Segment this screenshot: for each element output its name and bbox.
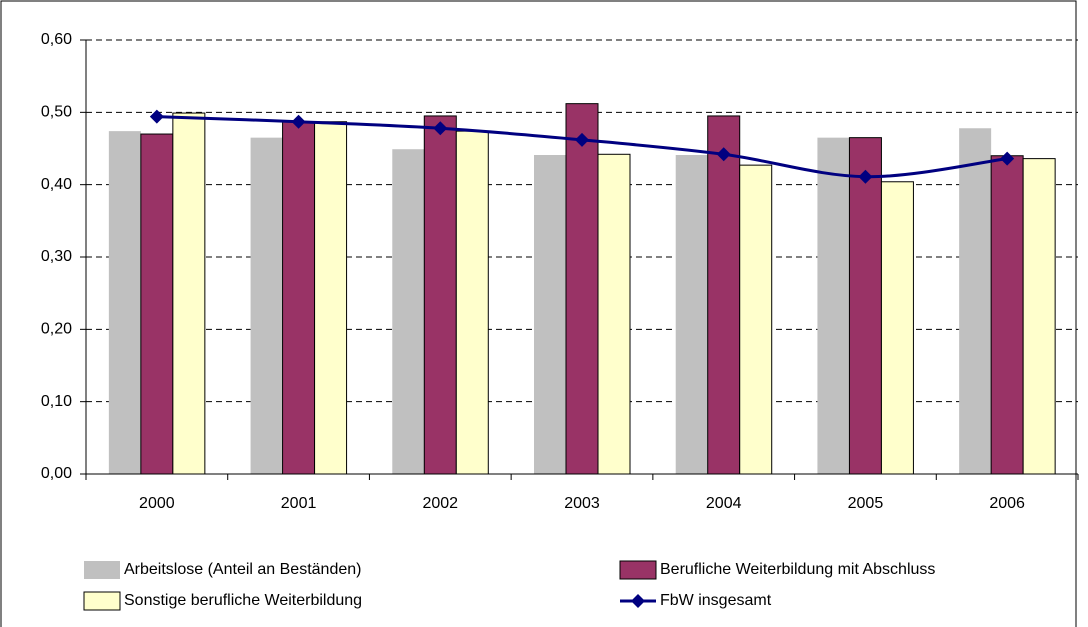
legend-label: Arbeitslose (Anteil an Beständen) [124, 561, 361, 578]
legend-label: FbW insgesamt [660, 592, 772, 609]
line-marker [433, 121, 448, 136]
bar [108, 131, 141, 474]
x-tick-label: 2006 [989, 495, 1025, 512]
x-tick-label: 2004 [706, 495, 742, 512]
y-tick-label: 0,40 [41, 176, 72, 193]
bar [172, 112, 206, 475]
legend-label: Sonstige berufliche Weiterbildung [124, 592, 362, 609]
bar [455, 130, 489, 475]
legend-swatch [83, 591, 121, 611]
line-marker [858, 169, 873, 184]
bar [282, 121, 316, 475]
bar [597, 153, 631, 475]
bar [423, 115, 457, 475]
bar [848, 137, 882, 475]
line-marker [149, 109, 164, 124]
x-tick-label: 2000 [139, 495, 175, 512]
legend-label: Berufliche Weiterbildung mit Abschluss [660, 561, 935, 578]
bar [140, 133, 174, 475]
bar [534, 155, 566, 474]
bar [990, 155, 1024, 475]
y-tick-label: 0,50 [41, 104, 72, 121]
bar [675, 155, 708, 474]
bar [250, 137, 283, 474]
legend-swatch [84, 561, 120, 579]
bar [880, 181, 914, 475]
x-tick-label: 2005 [848, 495, 884, 512]
y-tick-label: 0,00 [41, 465, 72, 482]
bar [565, 103, 599, 475]
legend-swatch [619, 560, 657, 580]
line-marker [575, 132, 589, 147]
y-tick-label: 0,20 [41, 321, 72, 338]
legend-swatch [631, 594, 645, 608]
line-marker [716, 147, 731, 162]
x-tick-label: 2001 [281, 495, 317, 512]
bar [392, 149, 425, 474]
y-tick-label: 0,30 [41, 248, 72, 265]
y-tick-label: 0,10 [41, 393, 72, 410]
bar [959, 128, 992, 474]
bar [817, 137, 850, 474]
x-tick-label: 2003 [564, 495, 600, 512]
y-tick-label: 0,60 [41, 31, 72, 48]
line-marker [1000, 151, 1015, 166]
x-tick-label: 2002 [422, 495, 458, 512]
bar [739, 164, 773, 475]
bar [314, 121, 348, 475]
line-marker [291, 114, 306, 129]
bar [1022, 158, 1056, 475]
bar [707, 115, 741, 475]
